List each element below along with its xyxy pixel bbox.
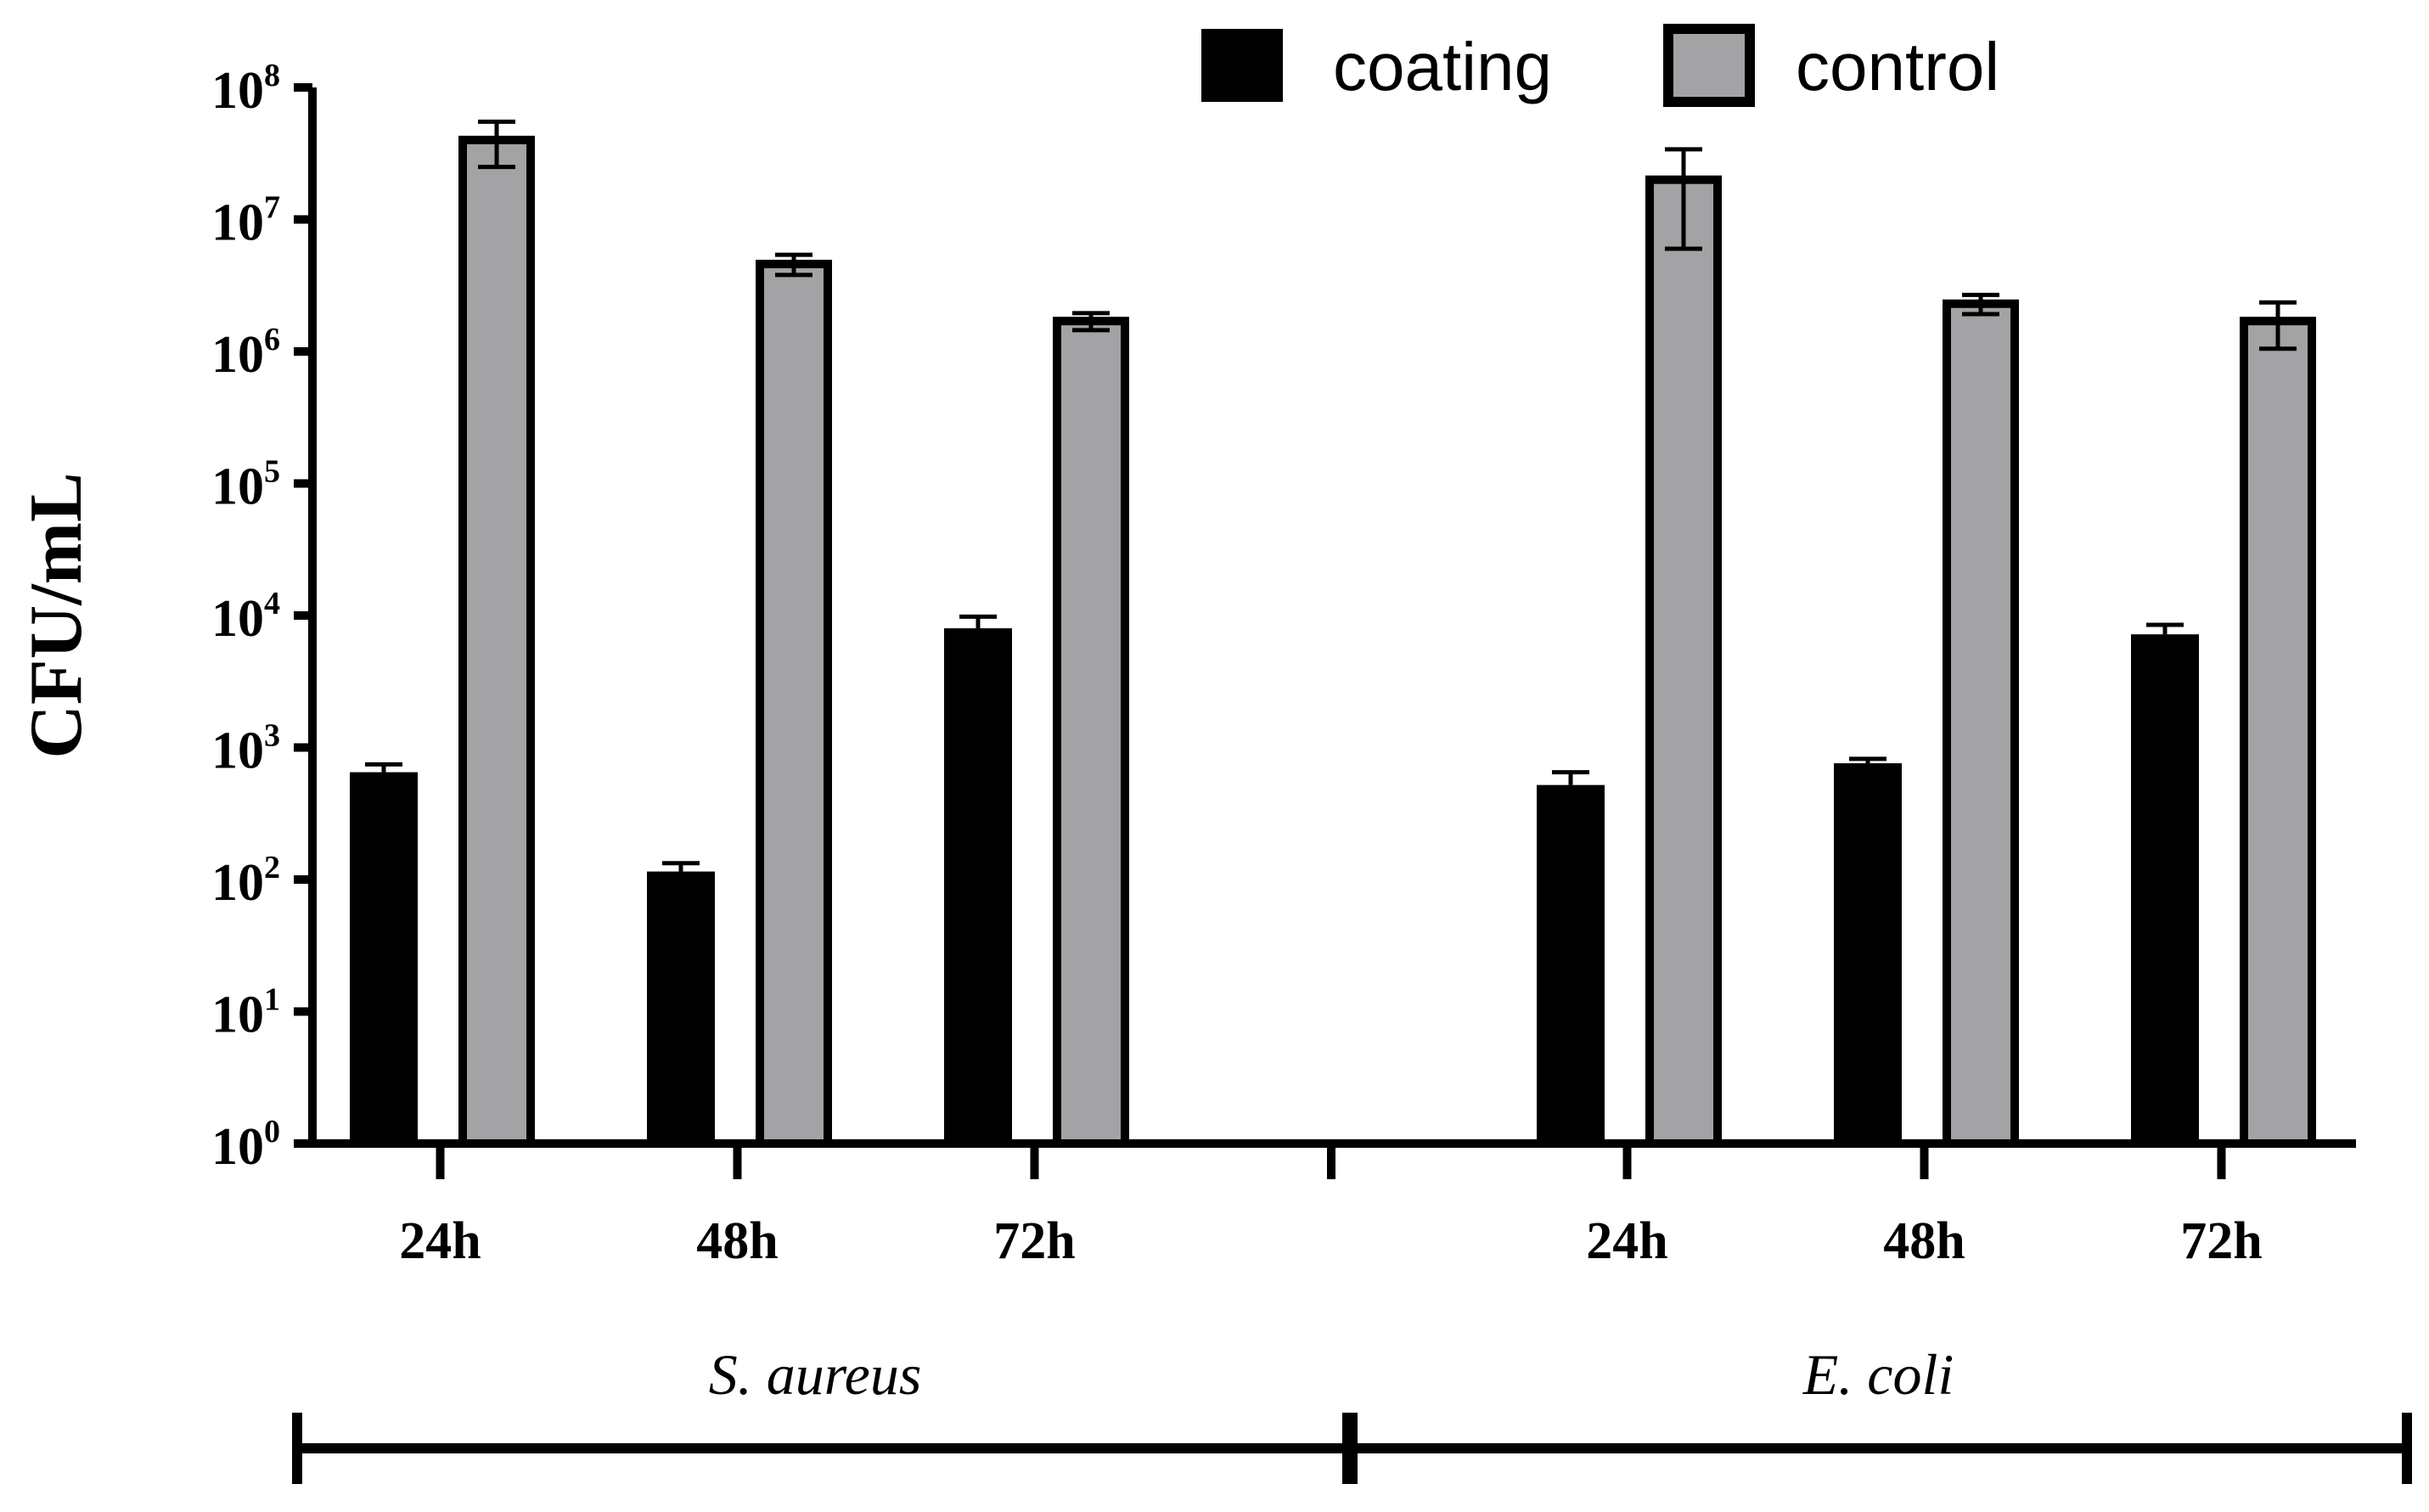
y-tick-base: 10 (211, 194, 264, 252)
x-category-label: 72h (993, 1212, 1075, 1270)
legend-group: coating control (1201, 24, 1999, 107)
coating-bar (944, 628, 1012, 1144)
x-category-label: 24h (399, 1212, 481, 1270)
y-tick-exponent: 3 (264, 718, 280, 754)
coating-bar (647, 871, 715, 1144)
axes-group (308, 87, 2356, 1179)
x-category-label: 48h (696, 1212, 778, 1270)
y-tick-base: 10 (211, 722, 264, 780)
y-tick-exponent: 8 (264, 58, 280, 93)
y-tick-base: 10 (211, 326, 264, 384)
y-tick-base: 10 (211, 62, 264, 120)
control-bar (458, 135, 535, 1149)
y-axis-label-group: CFU/mL (15, 472, 98, 758)
y-tick-label: 107 (211, 190, 280, 252)
group-brackets-group: S. aureus E. coli (292, 1342, 2412, 1484)
control-legend-swatch (1663, 24, 1755, 107)
y-tick-label: 108 (211, 58, 280, 120)
y-tick-exponent: 1 (264, 982, 280, 1018)
y-tick-label: 104 (211, 586, 280, 648)
y-tick-exponent: 2 (264, 850, 280, 885)
y-tick-base: 10 (211, 590, 264, 648)
y-tick-label: 102 (211, 850, 280, 912)
y-tick-base: 10 (211, 458, 264, 516)
y-tick-label: 106 (211, 322, 280, 384)
y-tick-exponent: 6 (264, 322, 280, 357)
control-bar (2240, 317, 2316, 1148)
group-label: E. coli (1802, 1342, 1954, 1407)
y-tick-base: 10 (211, 986, 264, 1044)
control-bar (1645, 175, 1722, 1149)
x-category-label: 24h (1586, 1212, 1667, 1270)
control-legend-label: control (1796, 29, 1999, 104)
y-tick-label: 100 (211, 1114, 280, 1176)
y-tick-base: 10 (211, 854, 264, 912)
group-label: S. aureus (709, 1342, 922, 1407)
control-bar (756, 259, 832, 1148)
coating-legend-swatch (1201, 29, 1283, 102)
control-bar (1943, 299, 2019, 1148)
coating-bar (1834, 763, 1902, 1144)
coating-legend-label: coating (1333, 29, 1552, 104)
y-tick-exponent: 0 (264, 1114, 280, 1149)
y-tick-base: 10 (211, 1118, 264, 1176)
y-tick-label: 103 (211, 718, 280, 780)
x-category-label: 72h (2180, 1212, 2262, 1270)
x-category-label: 48h (1883, 1212, 1965, 1270)
y-tick-label: 105 (211, 454, 280, 516)
y-tick-label: 101 (211, 982, 280, 1044)
category-labels-group: 24h 48h 72h 24h 48h 72h (399, 1212, 2262, 1270)
y-tick-exponent: 4 (264, 586, 280, 621)
coating-bar (1537, 784, 1605, 1144)
y-tick-exponent: 5 (264, 454, 280, 490)
control-bar (1053, 317, 1129, 1148)
y-tick-exponent: 7 (264, 190, 280, 226)
bars-group (350, 119, 2316, 1149)
y-axis-title: CFU/mL (15, 472, 98, 758)
coating-bar (350, 772, 418, 1144)
coating-bar (2131, 634, 2199, 1144)
